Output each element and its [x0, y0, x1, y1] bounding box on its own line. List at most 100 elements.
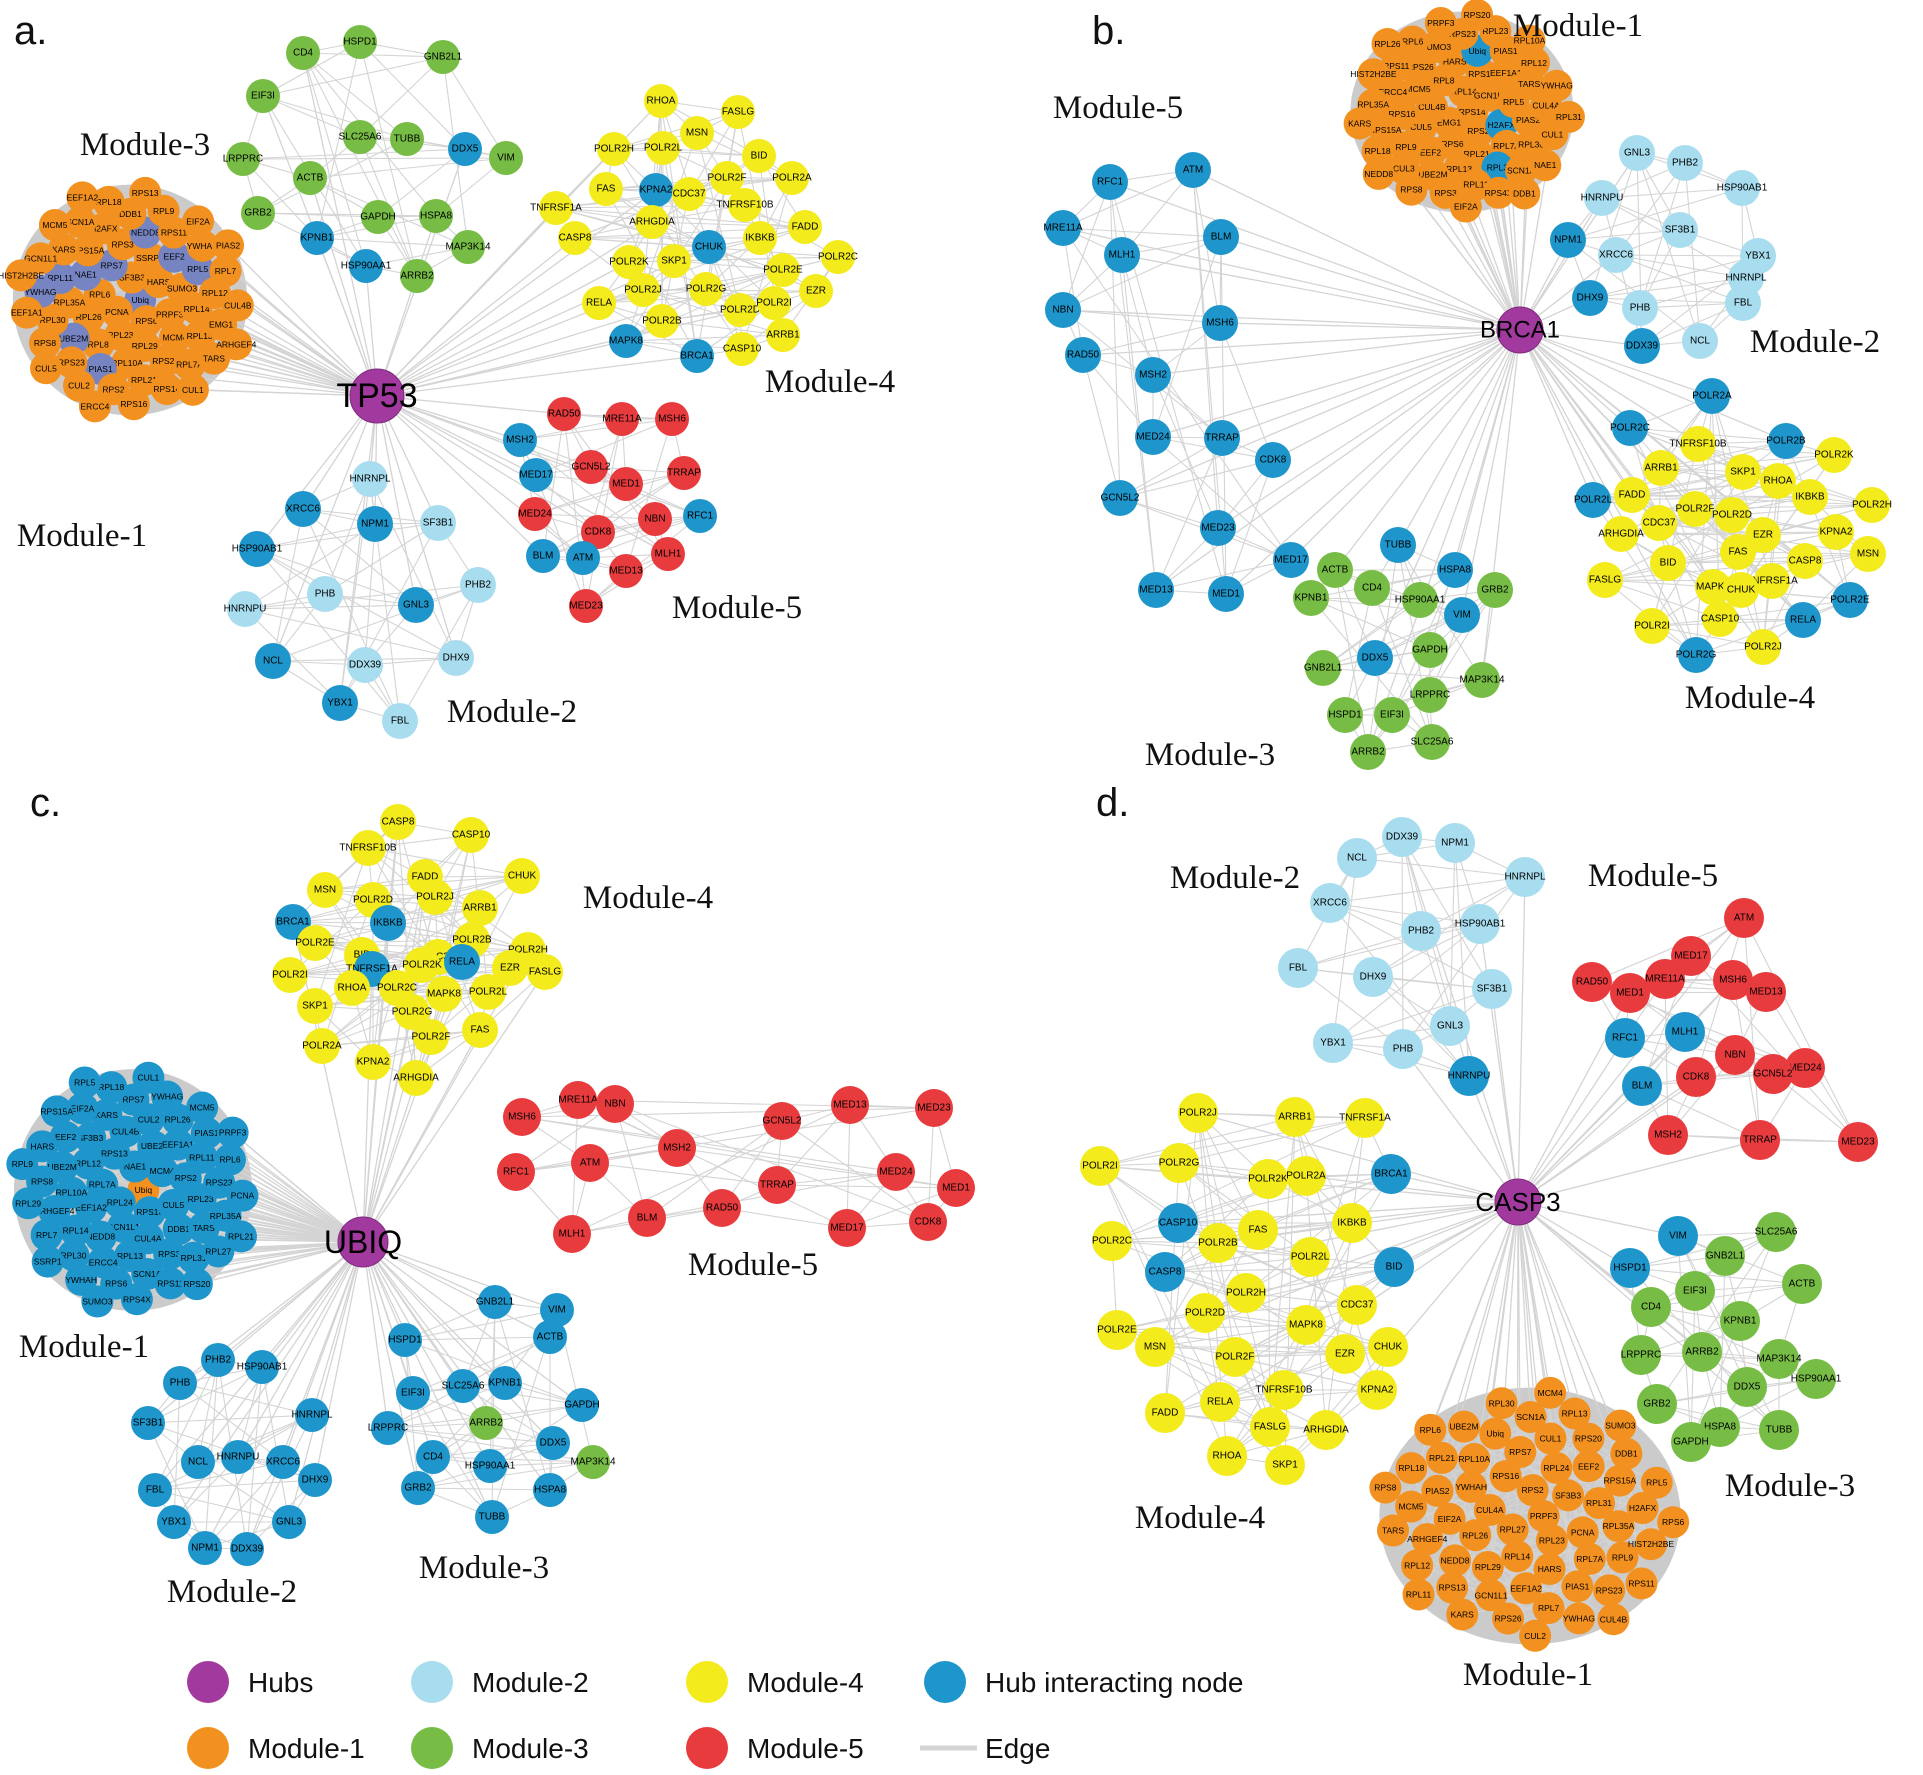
edge	[242, 148, 466, 160]
node-label: POLR2F	[1676, 504, 1715, 515]
node-label: PHB2	[465, 580, 492, 591]
node-label: Ubiq	[132, 295, 150, 305]
node-label: RPS16	[1492, 1471, 1519, 1481]
node-VIM: VIM	[489, 141, 523, 175]
node-label: NAE1	[75, 270, 97, 280]
node-label: TNFRSF10B	[1255, 1385, 1313, 1396]
node-label: RPS23	[1449, 29, 1476, 39]
node-label: PHB	[170, 1378, 191, 1389]
node-label: MLH1	[655, 549, 682, 560]
node-label: ERCC4	[81, 401, 110, 411]
node-label: DHX9	[1577, 293, 1604, 304]
node-label: CASP8	[559, 233, 592, 244]
node-label: POLR2K	[609, 257, 649, 268]
node-ERCC4: ERCC4	[78, 390, 111, 423]
node-MED23: MED23	[569, 589, 603, 623]
edge	[1121, 254, 1157, 591]
node-RPL9: RPL9	[1606, 1541, 1639, 1574]
node-RPS7: RPS7	[1504, 1436, 1537, 1469]
edge	[1684, 162, 1701, 342]
node-CUL1: CUL1	[1534, 1422, 1567, 1455]
node-label: RHOA	[1213, 1451, 1242, 1462]
node-label: MSH6	[508, 1112, 536, 1123]
node-POLR2J: POLR2J	[416, 879, 454, 915]
edge	[1234, 1356, 1378, 1391]
node-MED13: MED13	[609, 554, 643, 588]
node-CUL2: CUL2	[1519, 1619, 1552, 1652]
panel-letter-b: b.	[1092, 9, 1125, 53]
node-label: RPS26	[1495, 1614, 1522, 1624]
node-label: GCN5L2	[763, 1116, 802, 1127]
node-label: RPS2	[1522, 1485, 1544, 1495]
edge	[1604, 579, 1721, 620]
edge	[1178, 1162, 1311, 1258]
node-CASP8: CASP8	[1145, 1252, 1185, 1292]
node-label: CASP10	[1701, 614, 1740, 625]
edge	[246, 1414, 313, 1550]
node-MSN: MSN	[680, 116, 714, 150]
node-MED1: MED1	[937, 1169, 975, 1207]
node-label: CUL5	[1410, 122, 1432, 132]
node-POLR2G: POLR2G	[686, 272, 727, 306]
node-label: HSPD1	[388, 1335, 422, 1346]
node-label: NPM1	[1554, 235, 1582, 246]
node-NBN: NBN	[638, 502, 672, 536]
edge	[846, 1104, 851, 1229]
node-label: CHUK	[695, 242, 724, 253]
hub-label: UBIQ	[324, 1224, 402, 1260]
node-label: GNB2L1	[424, 52, 463, 63]
node-label: CUL5	[35, 363, 57, 373]
node-label: CD4	[1362, 583, 1382, 594]
node-label: RELA	[586, 298, 612, 309]
node-label: PRPF3	[1530, 1511, 1558, 1521]
node-label: H2AFX	[90, 223, 118, 233]
node-ARRB2: ARRB2	[469, 1406, 503, 1440]
node-label: CUL5	[162, 1200, 184, 1210]
edge	[1164, 1266, 1395, 1273]
node-label: NAE1	[124, 1161, 146, 1171]
node-label: GNL3	[1437, 1021, 1464, 1032]
node-RPL11: RPL11	[1402, 1578, 1435, 1611]
node-label: YWHAH	[1455, 1482, 1487, 1492]
node-EEF2: EEF2	[1572, 1450, 1605, 1483]
node-label: RPS2	[175, 1173, 197, 1183]
edge	[1225, 329, 1521, 595]
edge	[432, 1456, 594, 1463]
node-NEDD8: NEDD8	[1362, 157, 1395, 190]
node-RELA: RELA	[582, 286, 616, 320]
node-label: MCM5	[190, 1103, 215, 1113]
edge	[1449, 842, 1456, 1027]
node-CASP10: CASP10	[1158, 1203, 1198, 1243]
node-HIST2H2BE: HIST2H2BE	[0, 259, 45, 292]
edge	[721, 1207, 848, 1229]
node-RPL21: RPL21	[1425, 1441, 1458, 1474]
edge	[1332, 923, 1481, 1044]
node-label: POLR2E	[295, 938, 335, 949]
edge	[1519, 197, 1603, 331]
node-label: POLR2C	[377, 983, 417, 994]
node-label: RPS3	[1435, 188, 1457, 198]
edge	[614, 1103, 648, 1219]
node-HSP90AA1: HSP90AA1	[1395, 582, 1446, 618]
node-label: PCNA	[231, 1191, 255, 1201]
node-label: CUL4B	[1600, 1614, 1628, 1624]
edge	[1152, 329, 1521, 438]
node-label: CUL4B	[1418, 102, 1446, 112]
node-label: YBX1	[161, 1517, 187, 1528]
node-label: GRB2	[404, 1483, 432, 1494]
node-label: RPL30	[1518, 140, 1544, 150]
node-DDX39: DDX39	[347, 647, 383, 683]
node-label: POLR2D	[1712, 510, 1752, 521]
node-label: HNRNPU	[1448, 1071, 1491, 1082]
node-RAD50: RAD50	[1572, 962, 1612, 1002]
edge	[376, 177, 728, 397]
node-label: CD4	[1641, 1302, 1661, 1313]
node-FBL: FBL	[382, 703, 418, 739]
node-MRE11A: MRE11A	[1645, 959, 1685, 999]
edge	[377, 148, 466, 218]
node-RPL23: RPL23	[1535, 1524, 1568, 1557]
node-label: TRRAP	[1743, 1135, 1777, 1146]
node-label: GRB2	[244, 208, 272, 219]
node-label: RPL18	[96, 197, 122, 207]
hub-BRCA1: BRCA1	[1480, 306, 1560, 354]
